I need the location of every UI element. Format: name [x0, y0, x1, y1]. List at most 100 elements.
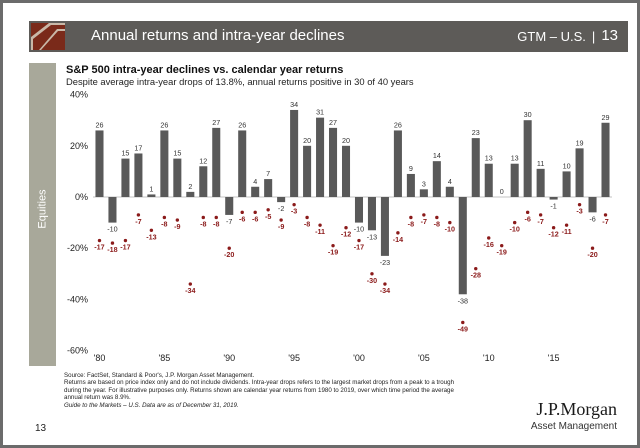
decline-dot: [487, 236, 491, 240]
return-bar: [575, 148, 584, 197]
slide-header: Annual returns and intra-year declines G…: [29, 21, 628, 52]
return-bar: [562, 171, 571, 197]
decline-label: -34: [185, 286, 195, 295]
decline-label: -34: [380, 286, 390, 295]
decline-label: -19: [497, 248, 507, 257]
return-label: 29: [602, 113, 610, 122]
return-label: 0: [500, 187, 504, 196]
decline-dot: [188, 282, 193, 286]
decline-label: -12: [548, 230, 558, 239]
y-tick-label: -20%: [67, 243, 88, 253]
return-label: -13: [367, 232, 377, 241]
return-bar: [536, 168, 545, 197]
return-label: 4: [448, 177, 452, 186]
return-bar: [95, 130, 104, 197]
y-tick-label: 0%: [75, 192, 88, 202]
return-label: -6: [589, 214, 595, 223]
jpmorgan-logo: J.P.Morgan Asset Management: [519, 399, 617, 432]
return-label: 23: [472, 128, 480, 137]
return-label: 26: [394, 120, 402, 129]
footnote-source: Source: FactSet, Standard & Poor's, J.P.…: [64, 372, 255, 379]
slide-region-page: GTM – U.S. | 13: [517, 27, 618, 45]
return-bar: [484, 163, 493, 197]
y-tick-label: -40%: [67, 294, 88, 304]
x-tick-label: '00: [353, 353, 365, 363]
decline-label: -28: [471, 271, 481, 280]
decline-label: -8: [304, 219, 310, 228]
chart-subtitle: Despite average intra-year drops of 13.8…: [66, 76, 414, 87]
footnotes: Source: FactSet, Standard & Poor's, J.P.…: [64, 372, 494, 409]
region-label: GTM – U.S.: [517, 29, 586, 44]
footnote-guide: Guide to the Markets – U.S. Data are as …: [64, 401, 239, 409]
decline-label: -6: [524, 214, 530, 223]
x-tick-label: '80: [94, 353, 106, 363]
return-bar: [549, 197, 558, 200]
decline-label: -6: [239, 214, 245, 223]
return-bar: [432, 161, 441, 197]
decline-label: -9: [174, 222, 180, 231]
return-bar: [393, 130, 402, 197]
return-bar: [510, 163, 519, 197]
decline-dot: [331, 243, 335, 248]
decline-label: -14: [393, 235, 403, 244]
return-label: 34: [290, 100, 298, 109]
return-bar: [406, 173, 415, 197]
decline-dot: [577, 202, 582, 207]
return-bar: [419, 189, 428, 197]
decline-label: -9: [278, 222, 284, 231]
decline-label: -5: [265, 212, 271, 221]
page-number: 13: [35, 423, 47, 434]
return-bar: [147, 194, 156, 197]
decline-label: -8: [161, 219, 167, 228]
return-label: 9: [409, 164, 413, 173]
return-label: 10: [563, 161, 571, 170]
return-label: 20: [342, 136, 350, 145]
return-label: -1: [550, 202, 556, 211]
return-label: 13: [511, 154, 519, 163]
decline-label: -20: [224, 250, 234, 259]
decline-dot: [474, 266, 478, 271]
return-bar: [354, 197, 364, 223]
return-label: 4: [253, 177, 257, 186]
return-bar: [341, 145, 351, 197]
section-sidebar: Equities: [29, 63, 56, 366]
decline-label: -20: [587, 250, 597, 259]
return-label: 26: [95, 120, 103, 129]
decline-dot: [149, 228, 154, 232]
decline-dot: [318, 223, 322, 227]
decline-label: -18: [107, 245, 117, 254]
decline-label: -8: [200, 219, 206, 228]
return-label: -7: [226, 217, 232, 226]
decline-dot: [240, 210, 244, 215]
decline-label: -17: [120, 243, 130, 252]
decline-label: -19: [328, 248, 338, 257]
return-bar: [199, 166, 208, 197]
y-tick-label: 40%: [70, 90, 88, 100]
decline-dot: [435, 215, 439, 220]
decline-label: -17: [354, 243, 364, 252]
decline-label: -49: [458, 324, 468, 333]
return-label: 15: [173, 149, 181, 158]
return-label: 20: [303, 136, 311, 145]
decline-dot: [344, 226, 348, 230]
return-bar: [290, 109, 299, 197]
return-bar: [186, 191, 195, 197]
decline-dot: [110, 241, 115, 245]
decline-dot: [214, 215, 218, 220]
x-tick-label: '10: [483, 353, 495, 363]
footnote-line-2: during the year. For illustrative purpos…: [64, 386, 454, 394]
return-bar: [251, 186, 260, 197]
footnote-line-1: Returns are based on price index only an…: [64, 379, 455, 387]
return-label: 2: [188, 182, 192, 191]
x-tick-label: '90: [223, 353, 235, 363]
return-bar: [458, 197, 467, 295]
return-bar: [225, 197, 234, 215]
return-bar: [523, 120, 532, 197]
decline-label: -7: [421, 217, 427, 226]
decline-label: -7: [135, 217, 141, 226]
decline-dot: [201, 215, 205, 220]
decline-dot: [461, 320, 465, 325]
decline-label: -10: [445, 225, 455, 234]
decline-label: -12: [341, 230, 351, 239]
decline-dot: [266, 208, 270, 212]
